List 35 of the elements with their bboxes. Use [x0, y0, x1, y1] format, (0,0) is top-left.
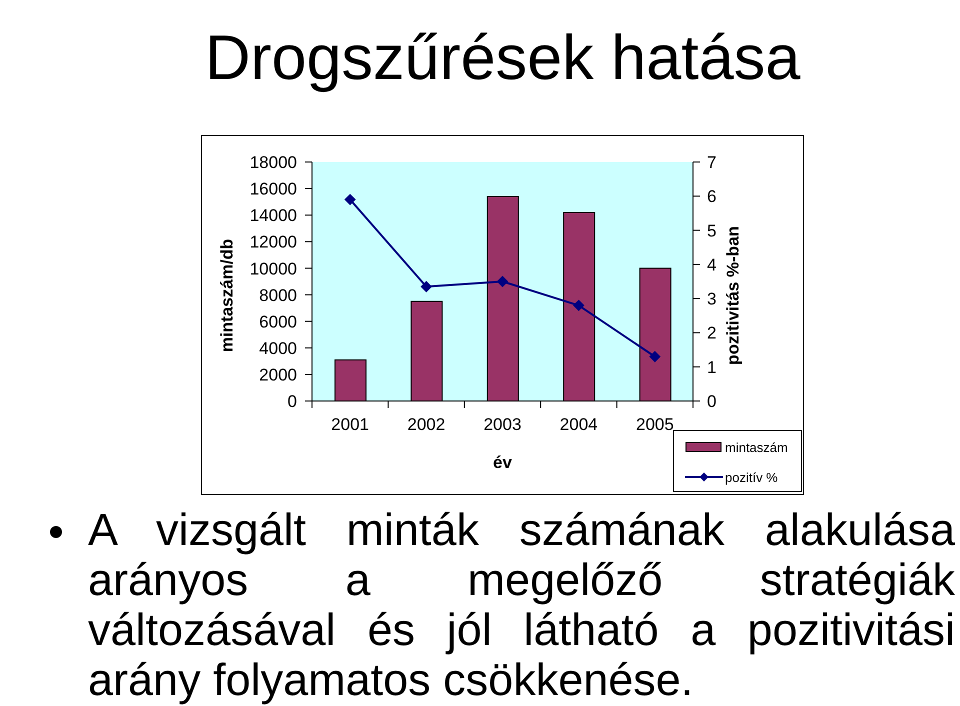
y2-tick-label: 7: [707, 153, 716, 172]
legend-label: mintaszám: [725, 440, 788, 454]
chart-title: Drogszűrések hatása: [205, 23, 800, 93]
y2-tick-label: 2: [707, 324, 716, 343]
y-tick-label: 10000: [250, 259, 297, 278]
y-tick-label: 0: [288, 392, 297, 412]
y-tick-label: 4000: [259, 338, 297, 358]
x-tick-label: 2004: [560, 415, 598, 434]
y2-tick-label: 3: [707, 290, 716, 309]
y2-tick-label: 4: [707, 255, 716, 274]
y-axis-title: mintaszám/db: [218, 238, 236, 352]
x-tick-label: 2003: [484, 415, 522, 434]
point: [573, 300, 584, 311]
y2-axis-title: pozitivitás %-ban: [724, 226, 742, 365]
y-tick-label: 6000: [259, 312, 297, 332]
y2-tick-label: 0: [707, 392, 716, 412]
point: [344, 194, 356, 206]
y-tick-label: 12000: [250, 232, 297, 252]
x-axis-title: év: [493, 453, 512, 472]
y2-tick-label: 1: [707, 358, 716, 377]
y-tick-label: 2000: [259, 365, 297, 384]
y-tick-label: 18000: [250, 153, 297, 172]
legend-label: pozitív %: [725, 470, 778, 484]
text: A vizsgált minták számának alakulása arányos a megelőző stratégiák változásával és jól látható a pozitivitási arány folyamatos csökkenése.: [88, 504, 955, 705]
point: [497, 276, 508, 287]
x-tick-label: 2002: [407, 415, 446, 434]
x-tick-label: 2005: [636, 415, 674, 434]
x-tick-label: 2001: [331, 415, 370, 434]
y2-tick-label: 6: [707, 187, 716, 206]
point: [420, 281, 432, 292]
y-tick-label: 14000: [250, 206, 297, 226]
y-tick-label: 16000: [250, 180, 297, 199]
y2-tick-label: 5: [707, 221, 716, 240]
point: [649, 351, 660, 362]
y-tick-label: 8000: [259, 286, 297, 305]
